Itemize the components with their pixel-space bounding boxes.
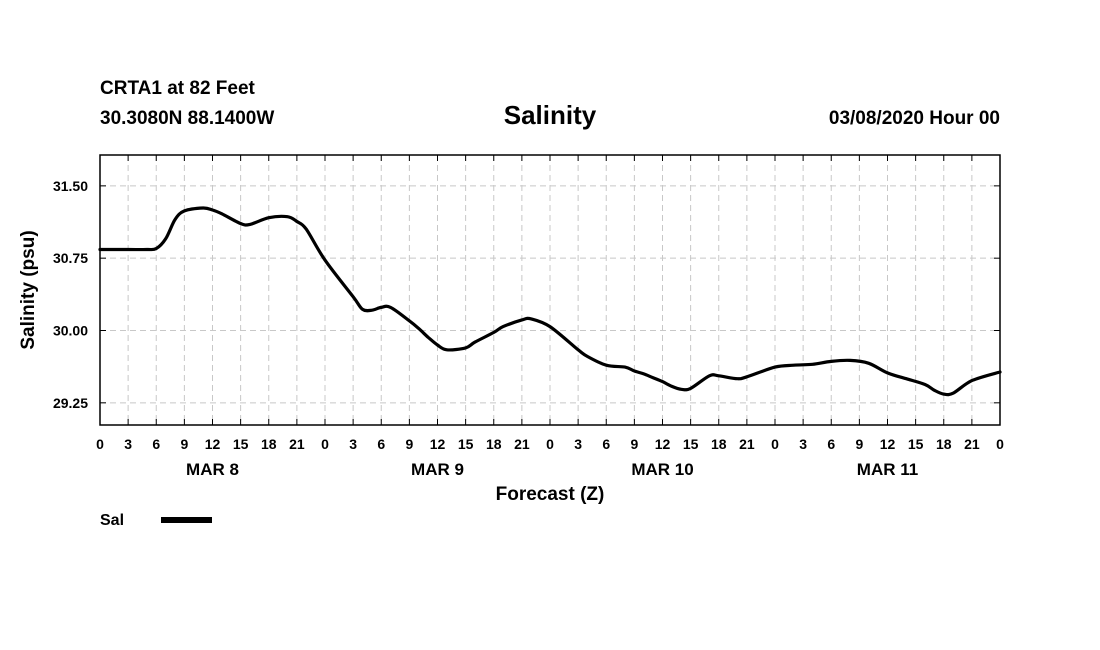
legend-label-sal: Sal	[100, 512, 124, 529]
day-label: MAR 10	[631, 460, 693, 479]
y-tick-label: 29.25	[53, 395, 88, 411]
x-tick-label: 18	[936, 436, 952, 452]
x-tick-label: 3	[799, 436, 807, 452]
y-tick-label: 30.00	[53, 323, 88, 339]
day-label: MAR 11	[857, 460, 918, 479]
x-tick-label: 21	[289, 436, 305, 452]
legend: Sal	[100, 512, 212, 529]
x-tick-label: 15	[458, 436, 474, 452]
x-tick-label: 0	[96, 436, 104, 452]
y-tick-label: 31.50	[53, 178, 88, 194]
x-tick-label: 6	[152, 436, 160, 452]
coordinates-label: 30.3080N 88.1400W	[100, 108, 274, 129]
x-tick-label: 12	[205, 436, 221, 452]
x-tick-label: 21	[964, 436, 980, 452]
y-axis-label: Salinity (psu)	[18, 230, 39, 349]
x-tick-label: 3	[574, 436, 582, 452]
x-axis-ticks: 0 3 6 9 12 15 18 21 0 3 6 9 12 15 18 21 0 3 6 9 12 15 18 21 0 3 6 9…	[96, 155, 1004, 452]
x-tick-label: 18	[486, 436, 502, 452]
datetime-label: 03/08/2020 Hour 00	[829, 108, 1000, 129]
x-tick-label: 15	[908, 436, 924, 452]
x-tick-label: 3	[124, 436, 132, 452]
x-tick-label: 3	[349, 436, 357, 452]
day-label: MAR 9	[411, 460, 464, 479]
x-tick-label: 12	[430, 436, 446, 452]
x-tick-label: 9	[405, 436, 413, 452]
x-tick-label: 21	[514, 436, 530, 452]
x-tick-label: 0	[546, 436, 554, 452]
x-axis-label: Forecast (Z)	[496, 484, 605, 505]
x-tick-label: 6	[827, 436, 835, 452]
x-tick-label: 9	[180, 436, 188, 452]
series-line-sal	[98, 206, 1002, 397]
series-layer	[98, 206, 1002, 397]
x-tick-label: 0	[996, 436, 1004, 452]
x-tick-label: 9	[855, 436, 863, 452]
gridlines	[100, 155, 1000, 425]
x-tick-label: 15	[683, 436, 699, 452]
x-tick-label: 0	[771, 436, 779, 452]
x-tick-label: 18	[711, 436, 727, 452]
x-tick-label: 18	[261, 436, 277, 452]
x-tick-label: 0	[321, 436, 329, 452]
x-tick-label: 12	[880, 436, 896, 452]
x-tick-label: 6	[377, 436, 385, 452]
day-label: MAR 8	[186, 460, 239, 479]
y-axis-ticks: 29.25 30.00 30.75 31.50	[53, 178, 1000, 411]
x-tick-label: 9	[630, 436, 638, 452]
x-tick-label: 6	[602, 436, 610, 452]
day-labels: MAR 8 MAR 9 MAR 10 MAR 11	[186, 460, 918, 479]
x-tick-label: 15	[233, 436, 249, 452]
y-tick-label: 30.75	[53, 250, 88, 266]
x-tick-label: 21	[739, 436, 755, 452]
station-label: CRTA1 at 82 Feet	[100, 78, 256, 99]
x-tick-label: 12	[655, 436, 671, 452]
chart-title: Salinity	[504, 100, 597, 130]
